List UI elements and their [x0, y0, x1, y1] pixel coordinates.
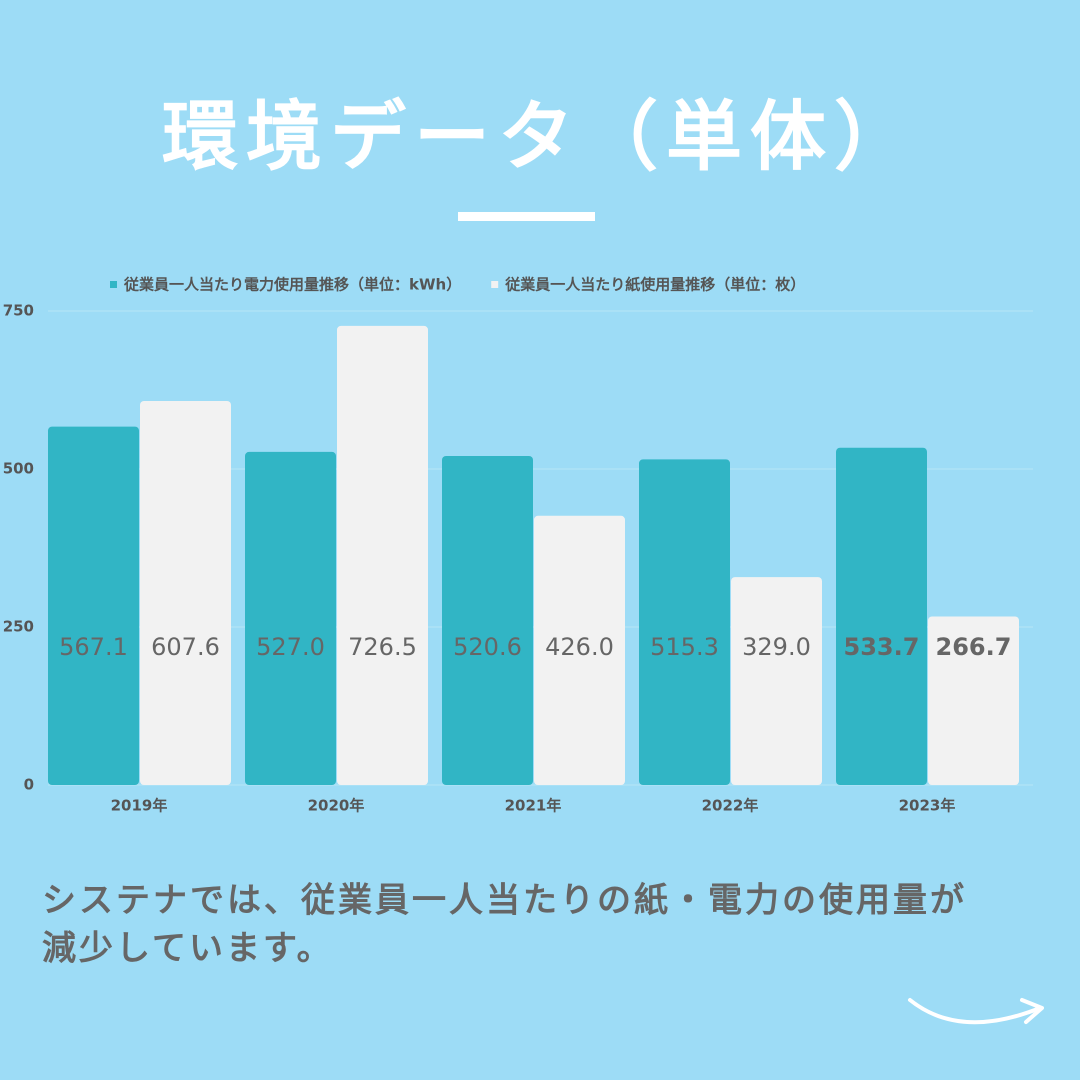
value-label: 726.5: [348, 633, 417, 661]
value-label: 527.0: [256, 633, 325, 661]
value-label: 533.7: [844, 633, 920, 661]
x-tick-label: 2019年: [111, 797, 168, 815]
y-tick-label: 0: [24, 776, 34, 794]
value-label: 607.6: [151, 633, 220, 661]
x-tick-label: 2023年: [899, 797, 956, 815]
bar: [337, 325, 428, 785]
title-underline: [458, 212, 595, 221]
y-tick-label: 250: [3, 618, 34, 636]
bar: [140, 400, 231, 785]
bar: [245, 451, 336, 785]
chart-title: 環境データ（単体）: [162, 92, 918, 181]
arrow: [908, 998, 1042, 1025]
x-tick-label: 2022年: [702, 797, 759, 815]
legend-swatch: [110, 281, 117, 288]
legend-label: 従業員一人当たり紙使用量推移（単位：枚）: [504, 276, 805, 294]
y-tick-label: 750: [3, 302, 34, 320]
x-tick-label: 2021年: [505, 797, 562, 815]
bar: [48, 426, 139, 785]
caption-line: 減少しています。: [42, 929, 334, 969]
bar: [639, 459, 730, 785]
bar: [928, 616, 1019, 785]
value-label: 520.6: [453, 633, 522, 661]
value-label: 515.3: [650, 633, 719, 661]
bar: [534, 515, 625, 785]
arrow-head: [1020, 998, 1044, 1024]
bar: [442, 455, 533, 785]
value-label: 567.1: [59, 633, 128, 661]
value-label: 329.0: [742, 633, 811, 661]
caption-line: システナでは、従業員一人当たりの紙・電力の使用量が: [42, 881, 967, 921]
value-label: 266.7: [936, 633, 1012, 661]
bar: [731, 577, 822, 785]
y-tick-label: 500: [3, 460, 34, 478]
x-tick-label: 2020年: [308, 797, 365, 815]
legend-swatch: [491, 281, 499, 288]
legend-label: 従業員一人当たり電力使用量推移（単位：kWh）: [123, 276, 461, 294]
value-label: 426.0: [545, 633, 614, 661]
bar: [836, 447, 927, 785]
